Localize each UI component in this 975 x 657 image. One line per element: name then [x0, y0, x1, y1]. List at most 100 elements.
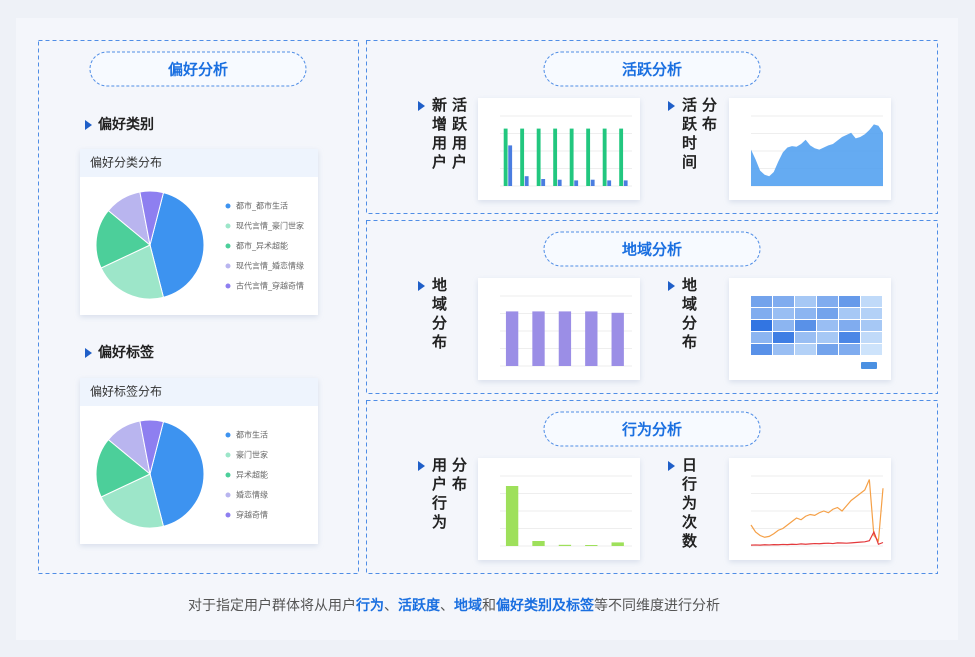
heat-cell: [817, 296, 838, 307]
bar: [611, 542, 624, 546]
heat-cell: [795, 296, 816, 307]
heat-cell: [773, 308, 794, 319]
heat-cell: [839, 320, 860, 331]
bar: [585, 545, 598, 546]
heat-cell: [817, 308, 838, 319]
legend-label: 都市生活: [236, 430, 268, 440]
heat-cell: [795, 308, 816, 319]
vertical-label: 日行为次数: [680, 457, 698, 552]
legend-dot: [225, 283, 231, 289]
legend-label: 婚恋情缘: [236, 490, 268, 500]
bar: [623, 180, 628, 186]
legend-dot: [225, 512, 231, 518]
bar: [505, 311, 519, 366]
heat-cell: [751, 332, 772, 343]
heading-pill: [543, 231, 761, 267]
heat-cell: [839, 344, 860, 355]
pie-slice: [139, 419, 165, 475]
heat-cell: [773, 296, 794, 307]
marker: [85, 348, 92, 358]
vertical-label: 用户行为: [430, 457, 448, 533]
heat-cell: [751, 320, 772, 331]
footer-segment: 、: [384, 598, 398, 614]
marker: [668, 281, 675, 291]
heat-cell: [817, 320, 838, 331]
legend-label: 都市_异术超能: [236, 241, 288, 251]
bar: [558, 544, 572, 546]
legend-dot: [225, 263, 231, 269]
bar: [602, 128, 607, 186]
legend-dot: [225, 472, 231, 478]
legend-label: 异术超能: [236, 470, 268, 480]
marker: [85, 120, 92, 130]
vertical-label: 分布: [700, 97, 718, 135]
footer-segment: 等不同维度进行分析: [594, 597, 720, 614]
marker: [418, 281, 425, 291]
legend-dot: [225, 432, 231, 438]
heat-cell: [861, 320, 882, 331]
bar: [585, 311, 598, 366]
heat-cell: [773, 344, 794, 355]
heat-cell: [751, 296, 772, 307]
bar: [508, 145, 513, 186]
vertical-label: 活跃时间: [680, 97, 698, 173]
bar: [558, 311, 572, 366]
marker: [668, 461, 675, 471]
heading-pill: [543, 411, 761, 447]
heat-cell: [751, 344, 772, 355]
heat-cell: [839, 296, 860, 307]
card-header: [80, 378, 318, 406]
footer-segment: 活跃度: [398, 597, 441, 614]
legend-dot: [225, 223, 231, 229]
legend-dot: [225, 203, 231, 209]
footer-segment: 偏好类别及标签: [496, 597, 595, 614]
vertical-label: 新增用户: [430, 97, 448, 173]
bar: [590, 179, 595, 186]
heat-cell: [861, 344, 882, 355]
card-title: 偏好分类分布: [90, 155, 162, 170]
section-title: 地域分析: [622, 241, 682, 259]
footer-segment: 行为: [355, 597, 384, 614]
bar: [532, 541, 545, 546]
legend-label: 古代言情_穿越奇情: [236, 281, 304, 291]
heat-cell: [861, 296, 882, 307]
pie-slice: [139, 190, 165, 246]
card-header: [80, 149, 318, 177]
bar: [569, 128, 574, 186]
bar: [586, 128, 591, 186]
marker: [418, 101, 425, 111]
bar: [532, 311, 545, 366]
heat-cell: [817, 344, 838, 355]
vertical-label: 分布: [450, 457, 468, 495]
line: [750, 479, 884, 543]
section-title: 偏好分析: [168, 61, 228, 79]
bar: [524, 176, 529, 186]
section-box: [366, 220, 938, 394]
pie-slice: [100, 244, 165, 300]
legend-dot: [225, 452, 231, 458]
legend-label: 都市_都市生活: [236, 201, 288, 211]
legend-label: 豪门世家: [236, 450, 268, 460]
vertical-label: 活跃用户: [450, 97, 468, 173]
heat-cell: [795, 332, 816, 343]
pie-slice: [95, 209, 151, 269]
marker: [668, 101, 675, 111]
pie-slice: [100, 473, 165, 529]
bar: [611, 312, 624, 366]
heat-cell: [839, 308, 860, 319]
heat-cell: [795, 320, 816, 331]
heat-cell: [773, 332, 794, 343]
heat-cell: [861, 308, 882, 319]
pie-slice: [149, 421, 205, 527]
section-title: 行为分析: [621, 421, 682, 439]
visual-map: [861, 362, 877, 369]
vertical-label: 地域分布: [680, 277, 698, 353]
footer-segment: 和: [482, 598, 496, 614]
footer-segment: 对于指定用户群体将从用户: [188, 597, 356, 614]
bar: [520, 128, 525, 186]
bar: [505, 486, 519, 546]
section-box: [366, 40, 938, 214]
block-heading: 偏好标签: [98, 344, 155, 361]
